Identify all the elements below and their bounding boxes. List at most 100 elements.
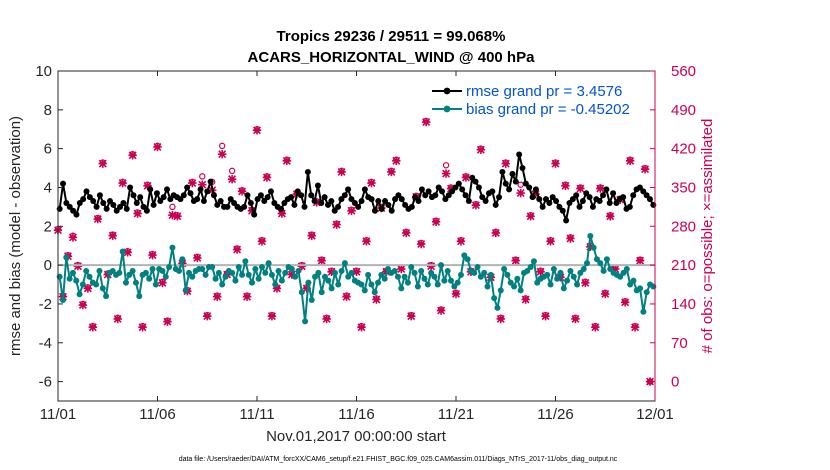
rmse-point — [499, 168, 506, 175]
bias-point — [424, 281, 431, 288]
rmse-point — [529, 194, 536, 201]
rmse-point — [402, 201, 409, 208]
x-tick-label: 12/01 — [636, 406, 674, 423]
obs-assimilated-marker — [262, 173, 272, 182]
rmse-point — [442, 196, 449, 203]
bias-point — [76, 291, 83, 298]
obs-assimilated-marker — [402, 228, 411, 238]
obs-assimilated-marker — [297, 262, 306, 271]
rmse-point — [153, 190, 160, 197]
bias-series — [56, 233, 657, 325]
y-axis-right-ticks: 0 70 140 210 280 350 420 490 560 — [650, 63, 696, 401]
rmse-point — [482, 198, 489, 205]
obs-assimilated-marker — [83, 284, 93, 293]
bias-point — [600, 267, 607, 274]
obs-assimilated-marker — [531, 189, 540, 199]
rmse-point — [371, 207, 378, 214]
bias-point — [302, 318, 309, 325]
bias-point — [394, 273, 401, 280]
rmse-point — [412, 194, 419, 201]
bias-point — [414, 283, 421, 290]
rmse-point — [120, 200, 127, 206]
obs-assimilated-marker — [596, 184, 605, 193]
obs-assimilated-marker — [242, 292, 252, 301]
bias-point — [408, 264, 415, 271]
obs-assimilated-marker — [431, 217, 441, 227]
bias-point — [132, 279, 139, 286]
rmse-point — [164, 186, 171, 193]
rmse-point — [267, 188, 274, 195]
bias-point — [368, 281, 375, 288]
bias-point — [315, 269, 322, 276]
x-tick-label: 11/01 — [40, 406, 76, 423]
bias-point — [149, 266, 156, 272]
obs-possible-marker — [442, 162, 450, 169]
bias-point — [567, 267, 574, 274]
obs-assimilated-marker — [73, 262, 83, 271]
rmse-point — [375, 198, 382, 205]
rmse-point — [160, 194, 167, 201]
y-axis-left-label: rmse and bias (model - observation) — [7, 116, 24, 356]
rmse-point — [304, 168, 311, 175]
rmse-point — [519, 165, 526, 172]
obs-assimilated-marker — [118, 178, 127, 188]
obs-assimilated-marker — [158, 278, 167, 288]
bias-point — [375, 279, 382, 286]
rmse-point — [630, 192, 637, 199]
obs-assimilated-marker — [620, 298, 630, 307]
rmse-point — [210, 192, 217, 199]
obs-assimilated-marker — [78, 300, 88, 310]
rmse-point — [70, 207, 77, 214]
bias-point — [308, 297, 315, 304]
obs-assimilated-marker — [342, 292, 351, 301]
bias-point — [487, 271, 494, 278]
bias-point — [471, 269, 478, 276]
rmse-point — [589, 203, 596, 210]
rmse-point — [345, 186, 352, 193]
bias-point — [643, 289, 650, 296]
legend-rmse-label: rmse grand pr = 3.4576 — [466, 83, 622, 100]
bias-point — [501, 266, 508, 272]
rmse-point — [465, 198, 472, 205]
bias-point — [63, 254, 70, 261]
bias-point — [331, 269, 338, 276]
y-right-tick-label: 210 — [671, 257, 696, 274]
bias-point — [411, 269, 418, 276]
y-right-tick-label: 350 — [671, 179, 696, 196]
rmse-point — [492, 201, 499, 208]
bias-point — [484, 283, 491, 290]
bias-point — [215, 269, 222, 276]
obs-assimilated-marker — [387, 167, 396, 177]
rmse-point — [539, 203, 546, 210]
rmse-point — [83, 188, 90, 195]
bias-point — [245, 271, 252, 278]
rmse-point — [563, 217, 570, 224]
obs-assimilated-marker — [347, 206, 356, 215]
x-tick-label: 11/11 — [239, 406, 274, 423]
y-right-tick-label: 0 — [671, 374, 679, 391]
rmse-point — [569, 196, 576, 203]
rmse-point — [445, 192, 452, 199]
y-right-tick-label: 560 — [671, 63, 696, 80]
rmse-point — [207, 178, 214, 185]
bias-point — [229, 269, 236, 276]
obs-assimilated-marker — [496, 314, 505, 324]
bias-point — [580, 266, 587, 272]
bias-point — [179, 256, 186, 263]
bias-point — [438, 262, 445, 269]
rmse-point — [308, 192, 315, 199]
rmse-point — [204, 188, 211, 195]
bias-point — [305, 279, 312, 286]
rmse-point — [610, 190, 617, 197]
obs-assimilated-marker — [322, 314, 331, 324]
bias-point — [288, 266, 295, 272]
bias-point — [272, 281, 279, 288]
rmse-point — [603, 186, 610, 193]
bias-point — [504, 271, 511, 278]
rmse-point — [328, 198, 335, 205]
rmse-point — [90, 198, 97, 205]
bias-point — [328, 285, 335, 292]
rmse-point — [147, 186, 154, 193]
rmse-point — [351, 200, 358, 206]
obs-assimilated-marker — [113, 314, 122, 324]
